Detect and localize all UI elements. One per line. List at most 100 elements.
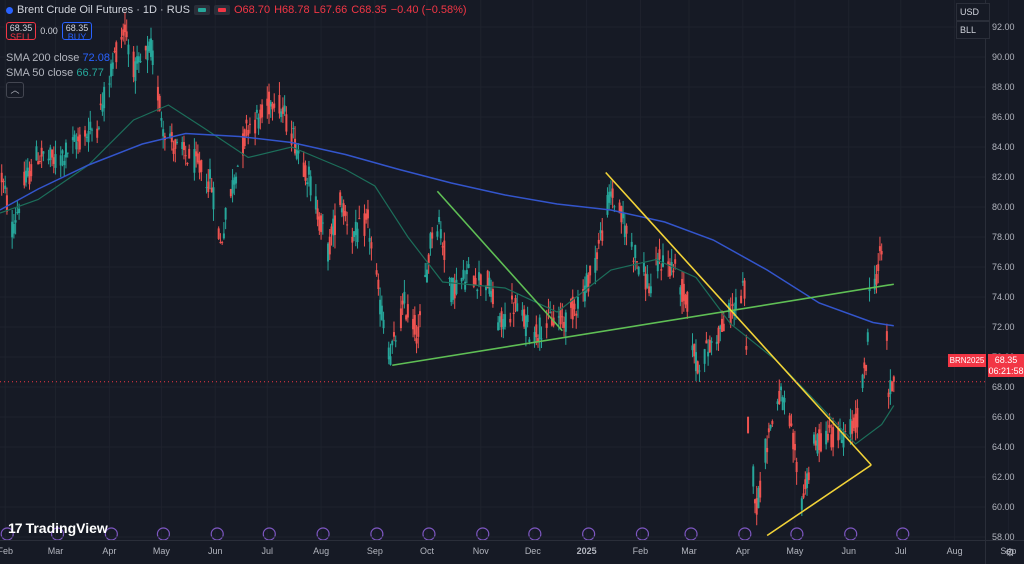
x-tick-label: Feb	[0, 546, 13, 556]
alert-icon	[214, 5, 230, 15]
candle-body	[795, 461, 798, 473]
candle-body	[717, 327, 720, 344]
candle-body	[632, 260, 635, 262]
candle-body	[401, 300, 404, 305]
candle-body	[438, 217, 441, 222]
candle-body	[42, 151, 45, 154]
candle-body	[613, 206, 616, 208]
candle-body	[115, 42, 118, 63]
candle-body	[139, 61, 142, 63]
candle-body	[837, 428, 840, 441]
currency-label[interactable]: USD	[956, 3, 990, 21]
candle-body	[873, 278, 876, 290]
candle-body	[575, 313, 578, 316]
candle-body	[644, 273, 647, 290]
candle-body	[550, 319, 553, 326]
candle-body	[38, 161, 41, 163]
candle-body	[478, 272, 481, 281]
candle-body	[661, 255, 664, 267]
y-tick-label: 86.00	[992, 112, 1015, 122]
candle-body	[328, 236, 331, 255]
candle-body	[646, 274, 649, 288]
y-tick-label: 58.00	[992, 532, 1015, 542]
candle-body	[162, 129, 165, 137]
candle-body	[851, 420, 854, 434]
candle-body	[144, 45, 147, 51]
candle-body	[861, 374, 864, 389]
candle-body	[108, 83, 111, 85]
candle-body	[877, 264, 880, 272]
y-tick-label: 92.00	[992, 22, 1015, 32]
candle-body	[75, 141, 78, 150]
candle-body	[125, 31, 128, 38]
x-tick-label: Jun	[208, 546, 223, 556]
candle-body	[382, 319, 385, 329]
candle-body	[207, 181, 210, 193]
candle-body	[526, 315, 529, 322]
candle-body	[812, 434, 815, 444]
candle-body	[766, 447, 769, 453]
candle-body	[354, 221, 357, 236]
candle-body	[734, 297, 737, 310]
candle-body	[733, 309, 736, 316]
x-tick-label: Jul	[895, 546, 907, 556]
candle-body	[158, 95, 161, 111]
candle-body	[415, 338, 418, 344]
candle-body	[656, 258, 659, 272]
sma200-line	[0, 132, 894, 327]
candle-body	[327, 243, 330, 262]
candle-body	[622, 213, 625, 219]
candle-body	[103, 86, 106, 109]
candle-body	[314, 196, 317, 210]
sma50-legend[interactable]: SMA 50 close 66.77	[6, 67, 104, 79]
candle-body	[28, 170, 31, 185]
candle-body	[705, 340, 708, 344]
y-tick-label: 66.00	[992, 412, 1015, 422]
settings-gear-icon[interactable]: ⚙	[1005, 547, 1015, 559]
candle-body	[696, 361, 699, 374]
x-tick-label: Dec	[525, 546, 542, 556]
candle-body	[61, 150, 64, 154]
candle-body	[113, 51, 116, 53]
candle-body	[852, 417, 855, 429]
candle-body	[719, 325, 722, 329]
candle-body	[269, 101, 272, 107]
y-tick-label: 64.00	[992, 442, 1015, 452]
candle-body	[174, 139, 177, 149]
candle-body	[47, 158, 50, 161]
candle-body	[582, 288, 585, 293]
candle-body	[648, 286, 651, 294]
candle-body	[87, 130, 90, 143]
buy-button[interactable]: 68.35 BUY	[62, 22, 92, 42]
candle-body	[184, 155, 187, 157]
candle-body	[358, 218, 361, 220]
candle-body	[35, 146, 38, 161]
sma200-legend[interactable]: SMA 200 close 72.08	[6, 52, 110, 64]
candle-body	[84, 130, 87, 137]
candle-body	[887, 392, 890, 398]
candle-body	[840, 439, 843, 443]
candle-body	[764, 438, 767, 463]
candle-body	[842, 432, 845, 448]
candle-body	[14, 220, 17, 223]
candle-body	[281, 107, 284, 114]
candle-body	[587, 275, 590, 292]
sma50-value: 66.77	[76, 67, 104, 79]
candle-body	[740, 295, 743, 304]
x-tick-label: Sep	[1000, 546, 1016, 556]
candle-body	[96, 128, 99, 138]
candle-body	[212, 187, 215, 210]
symbol-title[interactable]: Brent Crude Oil Futures · 1D · RUS	[17, 4, 190, 16]
candle-body	[146, 45, 149, 61]
unit-label[interactable]: BLL	[956, 21, 990, 39]
currency-selector[interactable]: USD BLL	[956, 0, 990, 40]
collapse-legend-chevron-up-icon[interactable]: ︿	[6, 82, 24, 98]
candle-body	[71, 137, 74, 141]
tradingview-logo[interactable]: 17 TradingView	[8, 520, 108, 536]
candle-body	[620, 206, 623, 223]
candle-body	[111, 62, 114, 69]
candle-body	[802, 493, 805, 498]
candle-body	[460, 278, 463, 282]
sell-button[interactable]: 68.35 SELL	[6, 22, 36, 42]
